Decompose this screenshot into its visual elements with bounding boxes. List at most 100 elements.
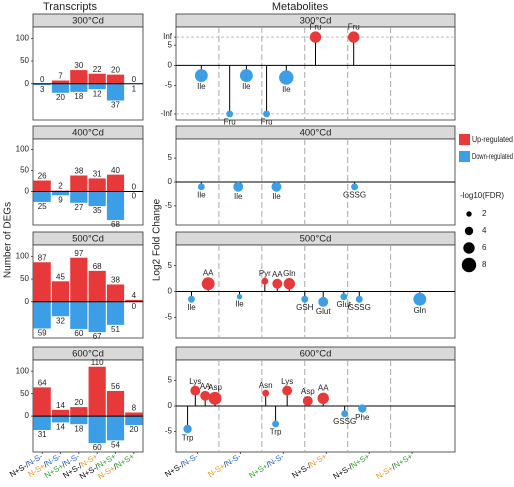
y-tick-label: 100 xyxy=(16,145,30,154)
point-label: Fru xyxy=(261,117,273,126)
value-label: 0 xyxy=(132,183,137,192)
bar xyxy=(33,387,51,417)
facet-title: 500°Cd xyxy=(300,234,332,245)
legend-swatch xyxy=(459,134,470,145)
bar xyxy=(70,191,88,203)
value-label: 60 xyxy=(74,329,83,338)
value-label: 68 xyxy=(111,220,120,229)
bar xyxy=(88,416,106,444)
value-label: 68 xyxy=(93,262,102,271)
bar xyxy=(51,80,70,84)
value-label: 60 xyxy=(93,443,102,452)
bar xyxy=(106,284,125,302)
y-tick-label: 50 xyxy=(20,166,29,175)
value-label: 32 xyxy=(56,316,65,325)
point xyxy=(200,390,211,401)
point xyxy=(226,110,234,118)
y-tick-label: 0 xyxy=(168,61,173,70)
y-tick-label: -5 xyxy=(165,427,173,436)
point-label: Ile xyxy=(197,190,206,199)
point xyxy=(413,292,427,306)
value-label: 38 xyxy=(111,276,120,285)
point-label: Ile xyxy=(272,192,281,201)
point-label: Ile xyxy=(197,82,206,91)
point xyxy=(263,110,271,118)
value-label: 31 xyxy=(93,170,102,179)
point xyxy=(188,295,195,303)
legend-size-label: 6 xyxy=(482,243,487,252)
bar xyxy=(88,73,106,84)
y-tick-label: 5 xyxy=(168,376,173,385)
panel-title: Metabolites xyxy=(272,1,329,13)
bar xyxy=(88,301,106,333)
value-label: 7 xyxy=(58,72,63,81)
y-tick-label: 0 xyxy=(168,401,173,410)
value-label: 9 xyxy=(58,195,63,204)
point xyxy=(282,385,293,396)
point xyxy=(201,277,215,291)
point xyxy=(318,296,329,307)
value-label: 20 xyxy=(74,398,83,407)
bar xyxy=(70,301,88,329)
point-label: Fru xyxy=(310,23,322,32)
value-label: 54 xyxy=(111,440,120,449)
y-tick-label: 50 xyxy=(20,274,29,283)
point-label: Asp xyxy=(301,387,315,396)
point-label: Lys xyxy=(189,377,201,386)
y-tick-label: 50 xyxy=(20,56,29,65)
facet-title: 400°Cd xyxy=(72,128,104,139)
value-label: 30 xyxy=(74,61,83,70)
point-label: GSSG xyxy=(343,190,366,199)
bar xyxy=(125,416,143,426)
x-tick-label: N+S-/N-S+ xyxy=(290,452,328,481)
point-label: Glut xyxy=(316,307,331,316)
value-label: 97 xyxy=(74,249,83,258)
point xyxy=(351,183,359,191)
legend-size-label: 4 xyxy=(482,226,487,235)
panel-title: Transcripts xyxy=(43,1,97,13)
point xyxy=(183,424,192,434)
legend-label: Down-regulated xyxy=(472,152,513,161)
bar xyxy=(106,390,125,417)
point-label: Fru xyxy=(348,23,360,32)
y-tick-label: 5 xyxy=(168,40,173,49)
y-tick-label: 5 xyxy=(168,153,173,162)
x-tick-label: N-S+/N+S+ xyxy=(375,452,415,482)
value-label: 64 xyxy=(38,378,47,387)
y-tick-label: 100 xyxy=(16,366,30,375)
bar xyxy=(70,257,88,302)
value-label: 3 xyxy=(40,85,45,94)
point xyxy=(271,181,282,192)
bar xyxy=(88,178,106,192)
point-label: AA xyxy=(318,384,329,393)
y-axis-label: Log2 Fold Change xyxy=(152,198,163,281)
bar xyxy=(106,416,125,441)
bar xyxy=(70,70,88,84)
point-label: Lys xyxy=(281,377,293,386)
bar xyxy=(51,281,70,302)
y-tick-label: -5 xyxy=(165,81,173,90)
legend-swatch xyxy=(459,151,470,162)
value-label: 37 xyxy=(111,101,120,110)
point-label: Asn xyxy=(259,381,273,390)
legend-size-label: 2 xyxy=(482,209,487,218)
value-label: 8 xyxy=(132,404,137,413)
point xyxy=(208,391,222,405)
point-label: Gln xyxy=(283,269,295,278)
bar xyxy=(33,262,51,302)
bar xyxy=(51,416,70,423)
bar xyxy=(33,83,51,86)
value-label: 20 xyxy=(111,66,120,75)
bar xyxy=(106,83,125,101)
point xyxy=(283,278,296,290)
y-tick-label: 100 xyxy=(16,33,30,42)
point xyxy=(194,69,208,82)
point-label: Ile xyxy=(235,299,244,308)
bar xyxy=(88,83,106,90)
bar xyxy=(51,301,70,317)
point-label: Trp xyxy=(182,433,194,442)
value-label: 35 xyxy=(93,206,102,215)
point-label: AA xyxy=(203,268,214,277)
y-tick-label: 5 xyxy=(168,261,173,270)
value-label: 67 xyxy=(93,332,102,341)
